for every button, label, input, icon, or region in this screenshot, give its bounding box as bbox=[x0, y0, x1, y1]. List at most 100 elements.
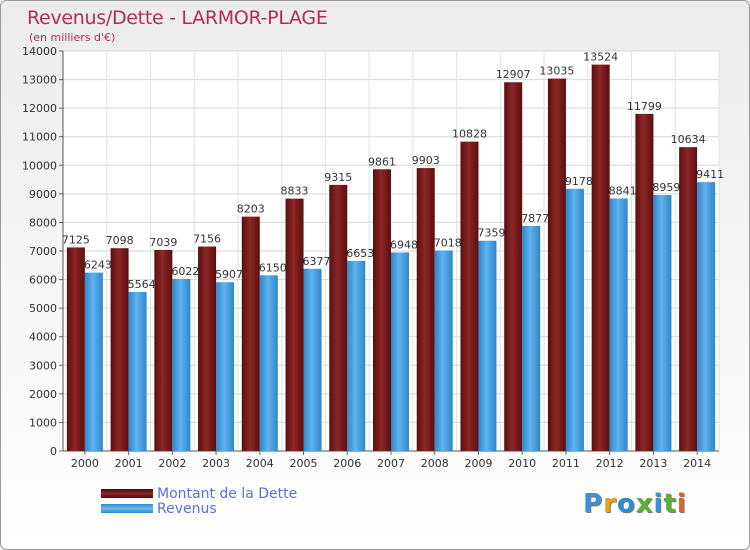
data-label-revenus: 6653 bbox=[346, 247, 374, 260]
data-label-debt: 7098 bbox=[106, 234, 134, 247]
y-tick-label: 5000 bbox=[29, 302, 57, 315]
legend-label-debt: Montant de la Dette bbox=[157, 486, 298, 502]
y-tick-label: 1000 bbox=[29, 416, 57, 429]
bar-debt bbox=[460, 141, 479, 451]
data-label-debt: 9861 bbox=[368, 155, 396, 168]
x-tick-label: 2008 bbox=[421, 457, 449, 470]
y-tick-label: 11000 bbox=[22, 131, 57, 144]
y-tick-label: 6000 bbox=[29, 274, 57, 287]
bar-debt bbox=[329, 184, 348, 451]
y-tick-label: 10000 bbox=[22, 159, 57, 172]
bar-revenus bbox=[84, 272, 103, 451]
x-tick-label: 2003 bbox=[202, 457, 230, 470]
data-label-revenus: 7877 bbox=[521, 212, 549, 225]
bar-revenus bbox=[697, 182, 716, 451]
bar-debt bbox=[241, 216, 260, 451]
bar-debt bbox=[285, 198, 304, 451]
bar-revenus bbox=[565, 188, 584, 451]
data-label-debt: 8203 bbox=[237, 203, 265, 216]
data-label-debt: 7156 bbox=[193, 233, 221, 246]
logo-letter: i bbox=[653, 489, 664, 519]
y-tick-label: 0 bbox=[50, 445, 57, 458]
bar-revenus bbox=[216, 282, 235, 451]
bar-debt bbox=[373, 169, 391, 451]
bar-revenus bbox=[303, 268, 322, 451]
y-tick-label: 14000 bbox=[22, 45, 57, 58]
bar-debt bbox=[635, 113, 654, 451]
bar-revenus bbox=[259, 275, 278, 451]
y-tick-label: 8000 bbox=[29, 216, 57, 229]
y-tick-label: 7000 bbox=[29, 245, 57, 258]
logo-letter: t bbox=[663, 489, 677, 519]
bar-debt bbox=[198, 246, 217, 451]
legend-swatch-debt bbox=[101, 489, 153, 498]
logo-letter: P bbox=[583, 489, 604, 519]
data-label-revenus: 8959 bbox=[652, 181, 680, 194]
data-label-revenus: 6022 bbox=[171, 265, 199, 278]
y-tick-label: 12000 bbox=[22, 102, 57, 115]
x-tick-label: 2014 bbox=[683, 457, 711, 470]
bar-revenus bbox=[653, 195, 672, 451]
x-tick-label: 2009 bbox=[464, 457, 492, 470]
x-tick-label: 2013 bbox=[639, 457, 667, 470]
data-label-revenus: 9411 bbox=[696, 168, 724, 181]
data-label-debt: 7039 bbox=[149, 236, 177, 249]
bar-debt bbox=[66, 247, 85, 451]
data-label-debt: 7125 bbox=[62, 233, 90, 246]
data-label-debt: 12907 bbox=[496, 68, 531, 81]
bar-revenus bbox=[391, 252, 409, 451]
data-label-revenus: 7018 bbox=[434, 236, 462, 249]
x-tick-label: 2011 bbox=[552, 457, 580, 470]
legend-swatch-revenus bbox=[101, 504, 153, 513]
y-tick-label: 9000 bbox=[29, 188, 57, 201]
data-label-revenus: 6377 bbox=[303, 255, 331, 268]
bar-debt bbox=[504, 82, 523, 451]
logo-letter: i bbox=[676, 489, 687, 519]
data-label-debt: 9903 bbox=[412, 154, 440, 167]
bar-revenus bbox=[347, 260, 366, 451]
data-label-revenus: 6948 bbox=[390, 238, 418, 251]
data-label-debt: 11799 bbox=[627, 100, 662, 113]
bar-revenus bbox=[609, 198, 628, 451]
data-label-debt: 10828 bbox=[452, 128, 487, 141]
bar-debt bbox=[679, 147, 698, 451]
bar-revenus bbox=[478, 240, 497, 451]
legend-label-revenus: Revenus bbox=[157, 501, 217, 517]
logo-letter: o bbox=[616, 489, 636, 519]
data-label-debt: 13524 bbox=[583, 51, 618, 64]
x-tick-label: 2010 bbox=[508, 457, 536, 470]
y-tick-label: 3000 bbox=[29, 359, 57, 372]
data-label-debt: 8833 bbox=[281, 185, 309, 198]
x-tick-label: 2007 bbox=[377, 457, 405, 470]
bar-revenus bbox=[434, 250, 453, 451]
bar-revenus bbox=[128, 292, 147, 451]
labels-layer: 7125 6243 7098 5564 7039 6022 7156 5907 8203 6150… bbox=[62, 51, 724, 291]
y-tick-label: 13000 bbox=[22, 74, 57, 87]
data-label-debt: 10634 bbox=[671, 133, 706, 146]
bar-revenus bbox=[172, 278, 191, 451]
chart-title: Revenus/Dette - LARMOR-PLAGE bbox=[27, 7, 328, 29]
data-label-debt: 13035 bbox=[539, 65, 574, 78]
bar-debt bbox=[591, 64, 610, 451]
chart-subtitle: (en milliers d'€) bbox=[29, 31, 116, 44]
data-label-revenus: 5564 bbox=[128, 278, 156, 291]
y-tick-label: 2000 bbox=[29, 388, 57, 401]
bar-debt bbox=[547, 78, 566, 452]
data-label-revenus: 6150 bbox=[259, 261, 287, 274]
data-label-revenus: 7359 bbox=[477, 227, 505, 240]
x-tick-label: 2004 bbox=[246, 457, 274, 470]
x-tick-label: 2000 bbox=[71, 457, 99, 470]
data-label-revenus: 6243 bbox=[84, 259, 112, 272]
x-tick-label: 2001 bbox=[115, 457, 143, 470]
bar-debt bbox=[110, 248, 129, 451]
logo-letter: r bbox=[603, 489, 617, 519]
logo-letter: x bbox=[635, 489, 654, 519]
bar-debt bbox=[416, 168, 435, 452]
x-tick-label: 2002 bbox=[158, 457, 186, 470]
proxiti-logo: Proxiti bbox=[583, 489, 687, 519]
data-label-revenus: 8841 bbox=[609, 184, 637, 197]
x-tick-label: 2006 bbox=[333, 457, 361, 470]
data-label-revenus: 5907 bbox=[215, 268, 243, 281]
